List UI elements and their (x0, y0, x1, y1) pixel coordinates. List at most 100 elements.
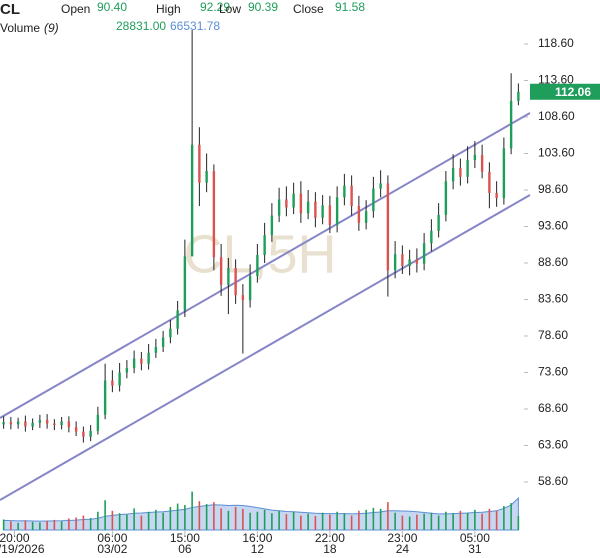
candle-body (263, 235, 266, 255)
volume-bar (39, 522, 41, 530)
candle-body (488, 171, 491, 193)
volume-bar (256, 511, 259, 530)
volume-period: (9) (44, 21, 59, 35)
y-tick-label: 58.60 (538, 474, 568, 488)
legend-label: High (156, 2, 181, 16)
volume-bar (205, 504, 208, 530)
volume-bar (234, 506, 237, 530)
volume-ma-area (3, 496, 519, 531)
candle-body (350, 185, 353, 207)
volume-bar (300, 515, 302, 530)
candle-body (437, 214, 440, 231)
volume-bar (213, 502, 215, 530)
candle-body (517, 91, 520, 101)
volume-bar (147, 511, 150, 530)
candle-body (386, 183, 390, 271)
watermark: CL,5H (183, 224, 336, 284)
volume-bar (416, 514, 418, 530)
volume-bar (220, 508, 222, 530)
volume-bar (394, 512, 396, 530)
volume-bar (111, 510, 114, 530)
volume-bar (53, 519, 56, 530)
x-tick-date: 06 (178, 542, 192, 556)
legend-value: 90.40 (97, 0, 127, 14)
volume-label: Volume (0, 21, 40, 35)
candle-body (473, 154, 477, 161)
candle-body (357, 206, 361, 223)
y-tick-label: 93.60 (538, 219, 568, 233)
volume-bar (517, 516, 520, 530)
candle-body (306, 201, 310, 214)
volume-bar (452, 513, 454, 530)
volume-bar (481, 513, 483, 530)
volume-bar (401, 515, 404, 530)
volume-bar (459, 510, 462, 530)
volume-bar (445, 511, 447, 530)
candle-body (38, 419, 42, 423)
symbol: CL (0, 1, 20, 18)
candle-body (459, 168, 462, 177)
volume-bar (184, 505, 186, 530)
x-tick-label: 05:00 (460, 531, 490, 545)
candle-body (256, 254, 259, 277)
candle-body (480, 154, 484, 172)
candle-body (277, 199, 281, 216)
y-tick-label: 78.60 (538, 328, 568, 342)
x-tick-date: 31 (468, 542, 482, 556)
y-tick-label: 118.60 (538, 36, 574, 50)
volume-bar (176, 503, 179, 530)
candle-body (82, 431, 85, 437)
volume-bar (336, 511, 338, 530)
volume-bar (503, 506, 505, 530)
volume-bar (358, 510, 360, 530)
volume-bar (126, 514, 128, 530)
candle-body (495, 192, 498, 199)
candle-body (111, 380, 114, 386)
x-tick-label: 15:00 (170, 531, 200, 545)
volume-bar (423, 513, 425, 530)
x-tick-date: 03/02 (97, 542, 127, 556)
candle-body (132, 358, 136, 369)
candle-body (161, 337, 165, 347)
volume-bar (162, 512, 164, 530)
candle-body (31, 422, 34, 427)
volume-bar (242, 508, 244, 530)
y-tick-label: 88.60 (538, 255, 568, 269)
x-tick-date: 12 (251, 542, 265, 556)
candle-body (444, 181, 448, 215)
candle-body (125, 368, 129, 373)
candle-body (60, 421, 63, 426)
volume-bar (285, 514, 288, 530)
volume-bar (97, 511, 99, 530)
volume-bar (408, 516, 411, 530)
candle-body (292, 193, 295, 208)
x-tick-label: 20:00 (0, 531, 30, 545)
volume-ma-value: 66531.78 (170, 19, 220, 33)
candle-body (372, 188, 375, 212)
x-tick-label: 16:00 (242, 531, 272, 545)
x-tick-date: 24 (396, 542, 410, 556)
y-tick-label: 63.60 (538, 438, 568, 452)
candle-body (169, 328, 172, 338)
candle-body (364, 211, 368, 223)
volume-bar (379, 508, 382, 530)
candle-body (422, 243, 426, 264)
candle-body (183, 256, 187, 311)
legend-label: Open (61, 2, 90, 16)
volume-bar (31, 521, 34, 530)
candle-body (451, 168, 455, 182)
candle-body (415, 259, 419, 264)
x-tick-date: 02/19/2026 (0, 542, 45, 556)
legend-value: 92.29 (200, 0, 230, 14)
legend-label: Close (293, 2, 324, 16)
candle-body (212, 171, 216, 258)
volume-bar (271, 513, 273, 530)
x-tick-label: 06:00 (97, 531, 127, 545)
candle-body (118, 372, 121, 386)
volume-bar (474, 509, 476, 530)
x-tick-label: 23:00 (387, 531, 417, 545)
volume-bar (227, 510, 230, 530)
volume-bar (249, 512, 251, 530)
volume-value: 28831.00 (116, 19, 166, 33)
